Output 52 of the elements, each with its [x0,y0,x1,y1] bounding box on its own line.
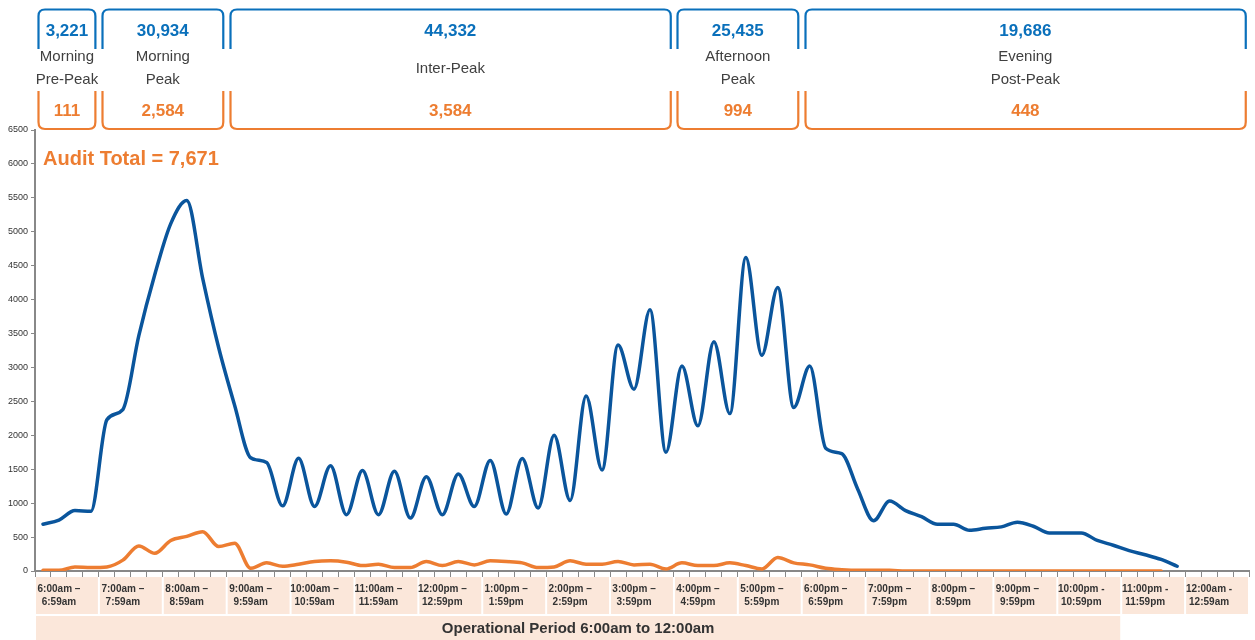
annotation: Audit Total = 7,671 [43,146,219,169]
x-tick-label: 11:00am – 11:59am [354,583,403,608]
data-label: 19,686 [998,21,1053,41]
x-tick-label: 8:00pm – 8:59pm [931,583,976,608]
x-tick-label: 8:00am – 8:59am [165,583,209,608]
x-tick-label: 9:00pm – 9:59pm [995,583,1040,608]
category-label: Afternoon Peak [704,46,772,89]
y-tick-label: 6000 [7,158,28,169]
x-tick-label: 6:00pm – 6:59pm [804,583,848,608]
x-tick-label: 10:00am – 10:59am [290,583,340,608]
x-tick-label: 11:00pm - 11:59pm [1122,583,1169,608]
category-label: Evening Post-Peak [989,46,1061,89]
x-tick-label: 3:00pm – 3:59pm [612,583,657,608]
y-tick-label: 6500 [7,124,28,135]
data-label: 448 [1010,101,1041,121]
y-tick-label: 2500 [7,395,28,406]
line-series [41,529,1163,571]
x-tick-label: 4:00pm – 4:59pm [676,583,721,608]
x-tick-label: 2:00pm – 2:59pm [548,583,593,608]
x-tick-label: 9:00am – 9:59am [229,583,273,608]
data-label: 111 [52,101,82,121]
y-tick-label: 3500 [7,328,28,339]
x-axis-title: Operational Period 6:00am to 12:00am [441,619,715,637]
data-label: 25,435 [710,21,765,41]
x-tick-label: 12:00am - 12:59am [1186,583,1233,608]
x-tick-label: 12:00pm – 12:59pm [417,583,468,608]
y-tick-label: 4000 [7,294,28,305]
category-label: Inter-Peak [414,57,486,78]
x-tick-label: 6:00am – 6:59am [37,583,81,608]
line-series [41,198,1179,568]
x-tick-label: 5:00pm – 5:59pm [740,583,784,608]
y-tick-label: 500 [12,531,28,542]
x-tick-label: 10:00pm - 10:59pm [1057,583,1105,608]
y-tick-label: 1500 [7,463,28,474]
y-tick-label: 1000 [7,497,28,508]
x-tick-label: 7:00am – 7:59am [101,583,145,608]
y-tick-label: 5000 [7,226,28,237]
x-tick-label: 7:00pm – 7:59pm [867,583,912,608]
data-label: 3,584 [428,101,473,121]
y-tick-label: 0 [22,565,28,576]
category-label: Morning Peak [135,47,190,87]
data-label: 994 [722,101,753,121]
y-tick-label: 2000 [7,429,28,440]
y-tick-label: 3000 [7,361,28,372]
x-tick-label: 1:00pm – 1:59pm [484,583,529,608]
data-label: 44,332 [423,21,478,41]
y-tick-label: 4500 [7,260,28,271]
data-label: 3,221 [44,21,90,41]
category-label: Morning Pre-Peak [34,46,100,89]
data-label: 30,934 [135,21,190,41]
data-label: 2,584 [140,101,186,121]
y-tick-label: 5500 [7,192,28,203]
